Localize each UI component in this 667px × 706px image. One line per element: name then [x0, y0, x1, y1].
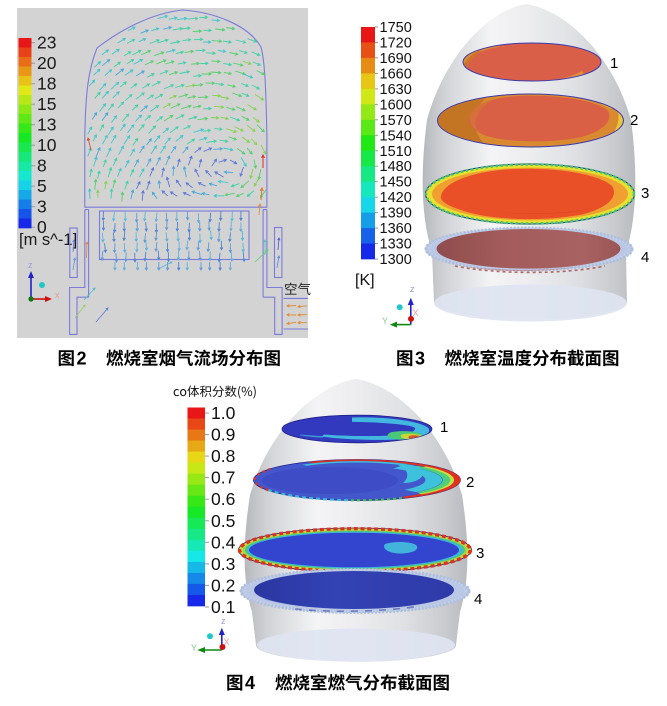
- svg-text:1720: 1720: [380, 36, 412, 52]
- svg-text:0.1: 0.1: [211, 597, 235, 617]
- svg-text:0.9: 0.9: [211, 425, 235, 445]
- svg-text:0.8: 0.8: [211, 446, 235, 466]
- svg-text:10: 10: [37, 135, 57, 155]
- svg-text:0.6: 0.6: [211, 489, 235, 509]
- svg-text:z: z: [410, 284, 415, 294]
- svg-text:3: 3: [476, 545, 484, 562]
- svg-text:[m s^-1]: [m s^-1]: [19, 231, 77, 249]
- svg-text:1.0: 1.0: [211, 403, 236, 423]
- svg-text:1510: 1510: [380, 144, 412, 160]
- svg-text:1570: 1570: [380, 113, 412, 129]
- svg-text:4: 4: [245, 673, 255, 693]
- svg-text:X: X: [224, 637, 230, 647]
- svg-text:5: 5: [37, 176, 47, 196]
- svg-text:Y: Y: [382, 316, 388, 326]
- svg-text:2: 2: [630, 112, 638, 129]
- svg-text:18: 18: [37, 74, 56, 94]
- svg-text:3: 3: [641, 185, 649, 202]
- svg-text:13: 13: [37, 115, 56, 135]
- svg-text:4: 4: [474, 591, 482, 608]
- svg-text:[K]: [K]: [355, 272, 375, 289]
- svg-text:1630: 1630: [380, 82, 412, 98]
- svg-text:1: 1: [610, 55, 618, 72]
- svg-text:0.4: 0.4: [211, 532, 236, 552]
- svg-text:1540: 1540: [380, 128, 412, 144]
- svg-text:1600: 1600: [380, 97, 412, 113]
- svg-text:3: 3: [37, 197, 47, 217]
- svg-text:1: 1: [440, 419, 448, 436]
- svg-text:1660: 1660: [380, 66, 412, 82]
- svg-text:0.7: 0.7: [211, 468, 235, 488]
- svg-text:1480: 1480: [380, 159, 412, 175]
- svg-text:4: 4: [641, 249, 649, 266]
- svg-text:0.2: 0.2: [211, 575, 235, 595]
- svg-text:2: 2: [466, 474, 474, 491]
- svg-text:20: 20: [37, 53, 57, 73]
- svg-text:2: 2: [77, 349, 87, 369]
- svg-text:x: x: [55, 290, 60, 300]
- svg-text:z: z: [221, 616, 226, 626]
- svg-text:X: X: [413, 308, 419, 318]
- svg-text:1360: 1360: [380, 221, 412, 237]
- svg-text:0.5: 0.5: [211, 511, 235, 531]
- svg-text:1420: 1420: [380, 190, 412, 206]
- svg-text:8: 8: [37, 156, 47, 176]
- svg-text:3: 3: [415, 349, 425, 369]
- svg-text:15: 15: [37, 94, 56, 114]
- svg-text:0: 0: [37, 217, 47, 237]
- svg-text:0.3: 0.3: [211, 554, 235, 574]
- svg-text:1300: 1300: [380, 252, 412, 268]
- svg-text:Y: Y: [191, 643, 197, 653]
- svg-text:1750: 1750: [380, 20, 412, 36]
- svg-text:23: 23: [37, 33, 56, 53]
- svg-text:1690: 1690: [380, 51, 412, 67]
- svg-text:1450: 1450: [380, 175, 412, 191]
- svg-text:z: z: [28, 260, 33, 270]
- svg-text:1390: 1390: [380, 206, 412, 222]
- svg-text:1330: 1330: [380, 237, 412, 253]
